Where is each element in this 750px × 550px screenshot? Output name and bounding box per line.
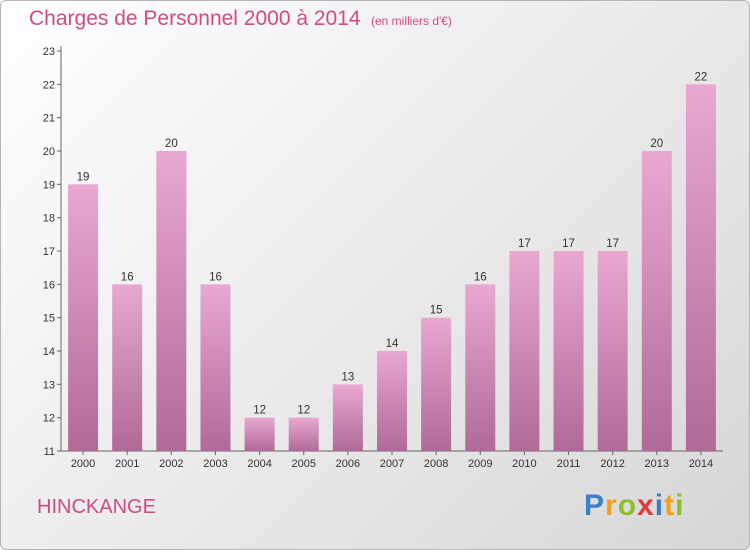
labels-group: 2000 19 2001 16 2002 20 2003 16 2004 12 2005 12 2006… [71,71,713,470]
bar [332,384,363,451]
x-tick-label: 2009 [468,458,492,470]
chart-subtitle: (en milliers d'€) [371,14,452,28]
x-tick-label: 2014 [689,458,713,470]
x-tick-label: 2008 [424,458,448,470]
y-tick-label: 15 [43,313,55,325]
bar-value-label: 17 [518,238,531,250]
bar-value-label: 19 [77,171,90,183]
bar [377,351,407,451]
bar [156,151,187,451]
x-tick-label: 2003 [203,458,227,470]
logo-letter: i [675,489,685,522]
y-tick-label: 17 [43,246,55,258]
chart-title: Charges de Personnel 2000 à 2014 [29,7,361,30]
bar [112,284,143,451]
bar-value-label: 12 [297,405,310,417]
bar-value-label: 20 [650,138,663,150]
y-tick-label: 23 [43,46,55,58]
bar [641,151,672,451]
bar [685,84,716,451]
bar [421,317,452,451]
bar [597,251,628,451]
y-tick-label: 19 [43,179,55,191]
bar [553,251,584,451]
y-tick-label: 14 [43,346,55,358]
x-tick-label: 2007 [380,458,404,470]
logo-letter: i [654,489,665,522]
bar-value-label: 20 [165,138,178,150]
bar-value-label: 16 [121,271,134,283]
x-tick-label: 2006 [336,458,360,470]
bar-value-label: 13 [341,371,354,383]
x-tick-label: 2004 [247,458,271,470]
x-tick-label: 2010 [512,458,536,470]
logo-letter: o [617,489,638,522]
x-tick-label: 2012 [600,458,624,470]
y-tick-label: 18 [43,213,55,225]
bars-group [68,84,716,452]
bar-value-label: 17 [562,238,575,250]
y-tick-label: 21 [43,113,55,125]
bar [465,284,496,451]
bar [244,417,275,451]
bar-value-label: 22 [695,71,708,83]
y-tick-label: 13 [43,379,55,391]
x-tick-label: 2000 [71,458,95,470]
y-tick-label: 20 [43,146,55,158]
y-tick-label: 16 [43,279,55,291]
bar-value-label: 14 [386,338,399,350]
proxiti-logo[interactable]: Proxiti [584,489,684,523]
bar [200,284,231,451]
x-tick-label: 2005 [291,458,315,470]
x-tick-label: 2013 [645,458,669,470]
logo-letter: t [664,489,676,522]
logo-letter: x [637,489,655,522]
bar [68,184,99,452]
bar-value-label: 16 [209,271,222,283]
y-tick-label: 11 [44,446,55,458]
bar-value-label: 15 [430,305,443,317]
commune-name: HINCKANGE [37,496,156,518]
bar-value-label: 17 [606,238,619,250]
y-tick-label: 12 [43,413,55,425]
bar [288,417,319,451]
bar [509,251,540,451]
x-tick-label: 2002 [159,458,183,470]
x-tick-label: 2001 [115,458,139,470]
bar-value-label: 16 [474,271,487,283]
logo-letter: P [584,489,606,522]
logo-letter: r [605,489,618,522]
bar-value-label: 12 [253,405,266,417]
y-tick-label: 22 [43,79,55,91]
x-tick-label: 2011 [557,458,581,470]
